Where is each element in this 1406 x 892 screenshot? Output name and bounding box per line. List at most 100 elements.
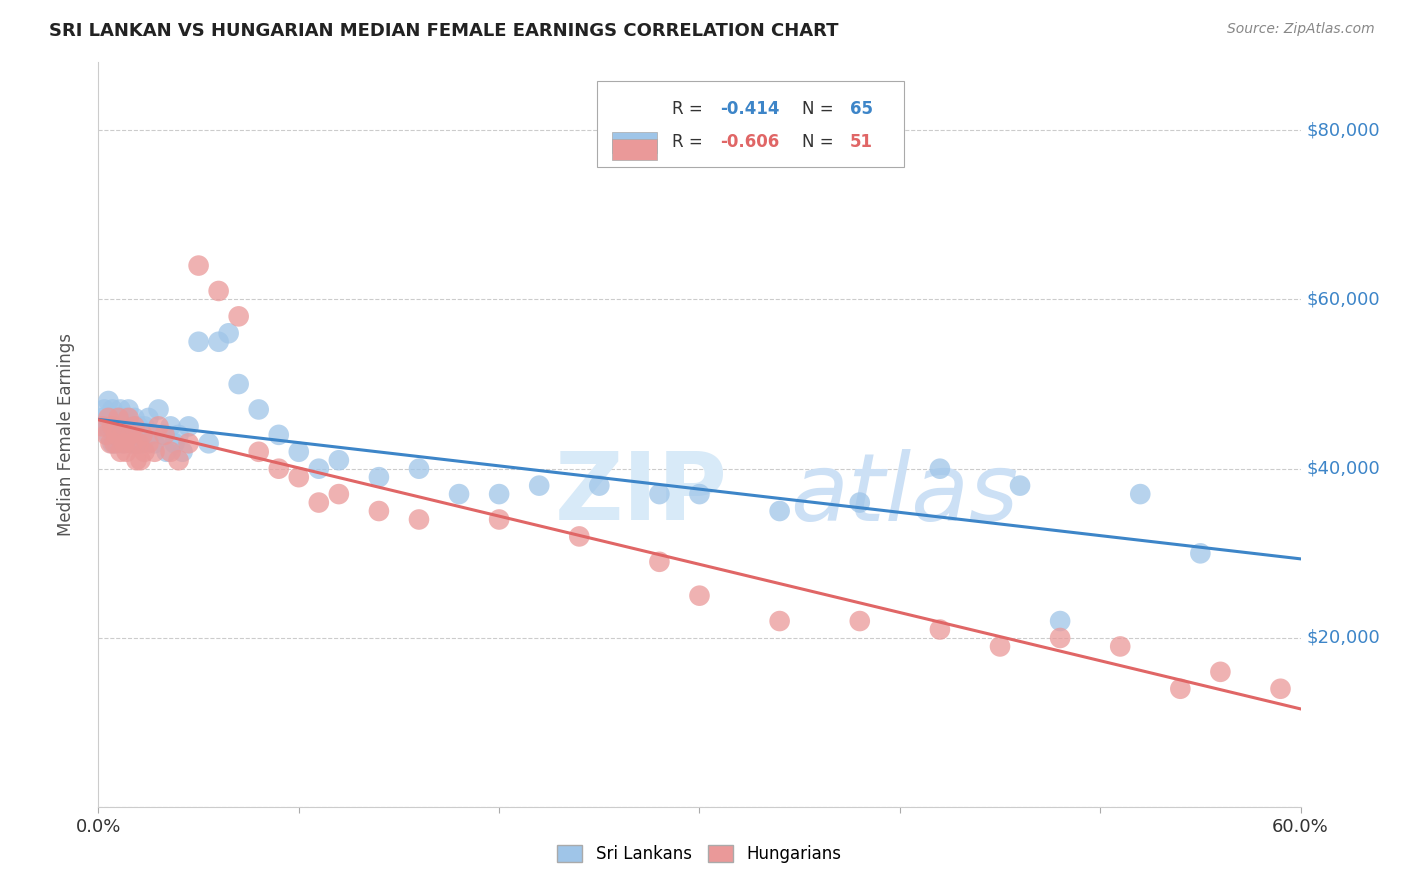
Sri Lankans [172, 444, 194, 458]
Text: R =: R = [672, 101, 707, 119]
Sri Lankans [125, 436, 148, 450]
Sri Lankans [100, 411, 122, 425]
Text: ZIP: ZIP [555, 449, 728, 541]
Sri Lankans [167, 428, 190, 442]
Sri Lankans [101, 436, 124, 450]
Sri Lankans [929, 461, 952, 475]
Hungarians [929, 623, 952, 637]
Hungarians [124, 419, 146, 434]
Text: atlas: atlas [790, 449, 1018, 540]
Sri Lankans [117, 402, 139, 417]
Hungarians [131, 428, 153, 442]
Sri Lankans [111, 436, 134, 450]
Sri Lankans [368, 470, 391, 484]
FancyBboxPatch shape [612, 132, 658, 153]
Sri Lankans [105, 436, 128, 450]
Sri Lankans [152, 428, 174, 442]
Hungarians [120, 428, 142, 442]
Legend: Sri Lankans, Hungarians: Sri Lankans, Hungarians [551, 838, 848, 870]
Sri Lankans [93, 402, 115, 417]
Sri Lankans [115, 428, 138, 442]
Sri Lankans [328, 453, 350, 467]
Sri Lankans [1010, 478, 1032, 492]
Hungarians [101, 419, 124, 434]
Hungarians [308, 495, 330, 509]
Text: -0.606: -0.606 [720, 133, 779, 151]
Hungarians [267, 461, 290, 475]
Sri Lankans [129, 428, 152, 442]
Sri Lankans [117, 419, 139, 434]
Text: Source: ZipAtlas.com: Source: ZipAtlas.com [1227, 22, 1375, 37]
Hungarians [91, 419, 114, 434]
Sri Lankans [91, 411, 114, 425]
Sri Lankans [103, 411, 125, 425]
Sri Lankans [447, 487, 470, 501]
Hungarians [103, 436, 125, 450]
Sri Lankans [849, 495, 872, 509]
Hungarians [177, 436, 200, 450]
Sri Lankans [107, 428, 129, 442]
Hungarians [568, 529, 591, 543]
Hungarians [143, 444, 166, 458]
Sri Lankans [529, 478, 551, 492]
Text: $80,000: $80,000 [1306, 121, 1381, 139]
Hungarians [1109, 640, 1132, 654]
Sri Lankans [105, 419, 128, 434]
Hungarians [1049, 631, 1071, 645]
Sri Lankans [148, 402, 170, 417]
Y-axis label: Median Female Earnings: Median Female Earnings [56, 334, 75, 536]
Sri Lankans [197, 436, 219, 450]
Hungarians [187, 259, 209, 273]
Sri Lankans [218, 326, 240, 341]
Hungarians [129, 453, 152, 467]
Sri Lankans [114, 411, 136, 425]
Sri Lankans [288, 444, 311, 458]
Sri Lankans [103, 428, 125, 442]
Sri Lankans [138, 411, 160, 425]
Sri Lankans [1049, 614, 1071, 628]
Text: 51: 51 [849, 133, 873, 151]
Hungarians [648, 555, 671, 569]
Sri Lankans [308, 461, 330, 475]
Hungarians [107, 411, 129, 425]
FancyBboxPatch shape [598, 81, 904, 167]
Sri Lankans [688, 487, 710, 501]
Sri Lankans [110, 402, 132, 417]
Hungarians [849, 614, 872, 628]
Hungarians [117, 411, 139, 425]
Sri Lankans [159, 419, 181, 434]
Hungarians [148, 419, 170, 434]
Sri Lankans [155, 444, 177, 458]
Text: $60,000: $60,000 [1306, 291, 1381, 309]
Hungarians [1270, 681, 1292, 696]
Sri Lankans [131, 436, 153, 450]
Sri Lankans [1129, 487, 1152, 501]
Hungarians [100, 436, 122, 450]
Sri Lankans [128, 419, 150, 434]
Hungarians [115, 444, 138, 458]
Sri Lankans [588, 478, 610, 492]
Hungarians [167, 453, 190, 467]
Sri Lankans [187, 334, 209, 349]
Sri Lankans [648, 487, 671, 501]
Sri Lankans [124, 411, 146, 425]
Hungarians [138, 436, 160, 450]
Sri Lankans [177, 419, 200, 434]
Hungarians [111, 428, 134, 442]
Hungarians [134, 444, 156, 458]
Sri Lankans [107, 411, 129, 425]
Sri Lankans [228, 377, 250, 392]
Sri Lankans [121, 428, 143, 442]
Hungarians [110, 444, 132, 458]
Hungarians [153, 428, 176, 442]
Sri Lankans [139, 428, 162, 442]
Sri Lankans [1189, 546, 1212, 560]
Hungarians [408, 512, 430, 526]
Sri Lankans [488, 487, 510, 501]
Text: SRI LANKAN VS HUNGARIAN MEDIAN FEMALE EARNINGS CORRELATION CHART: SRI LANKAN VS HUNGARIAN MEDIAN FEMALE EA… [49, 22, 839, 40]
Hungarians [688, 589, 710, 603]
Hungarians [128, 436, 150, 450]
Hungarians [1170, 681, 1192, 696]
Sri Lankans [768, 504, 790, 518]
Hungarians [228, 310, 250, 324]
